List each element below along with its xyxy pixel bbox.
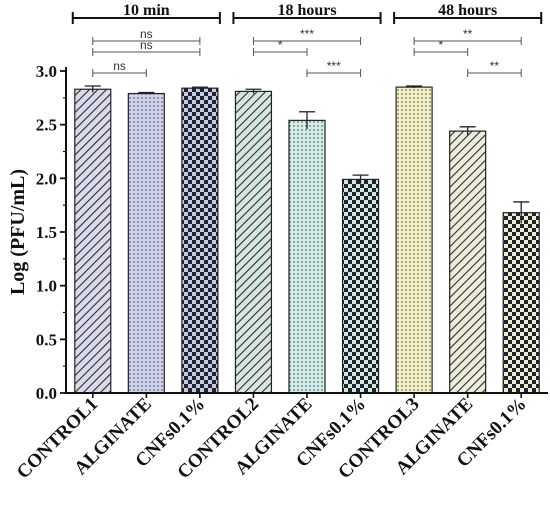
- significance-label: *: [278, 38, 283, 52]
- y-tick-label: 1.0: [36, 277, 57, 296]
- group-label: 48 hours: [438, 2, 497, 19]
- group-label: 18 hours: [277, 2, 336, 19]
- bar: [181, 87, 219, 394]
- y-tick-label: 0.0: [36, 384, 57, 403]
- significance-label: ***: [327, 59, 341, 73]
- significance-label: ***: [300, 27, 314, 41]
- bar: [234, 90, 273, 394]
- significance-label: ns: [113, 59, 126, 73]
- bar: [288, 119, 326, 394]
- significance-label: ns: [140, 38, 153, 52]
- y-tick-label: 2.5: [36, 116, 57, 135]
- y-tick-label: 3.0: [36, 62, 57, 81]
- y-tick-label: 2.0: [36, 169, 57, 188]
- y-tick-label: 0.5: [36, 330, 57, 349]
- significance-label: **: [463, 27, 473, 41]
- bar: [502, 212, 540, 394]
- bar: [395, 86, 433, 394]
- bar: [449, 130, 487, 394]
- y-tick-label: 1.5: [36, 223, 57, 242]
- bar: [341, 178, 380, 394]
- bar: [127, 92, 165, 394]
- significance-label: *: [439, 38, 444, 52]
- bar: [74, 88, 112, 394]
- significance-label: ns: [140, 27, 153, 41]
- group-label: 10 min: [123, 2, 170, 19]
- y-axis-title: Log (PFU/mL): [7, 169, 29, 295]
- significance-label: **: [490, 59, 500, 73]
